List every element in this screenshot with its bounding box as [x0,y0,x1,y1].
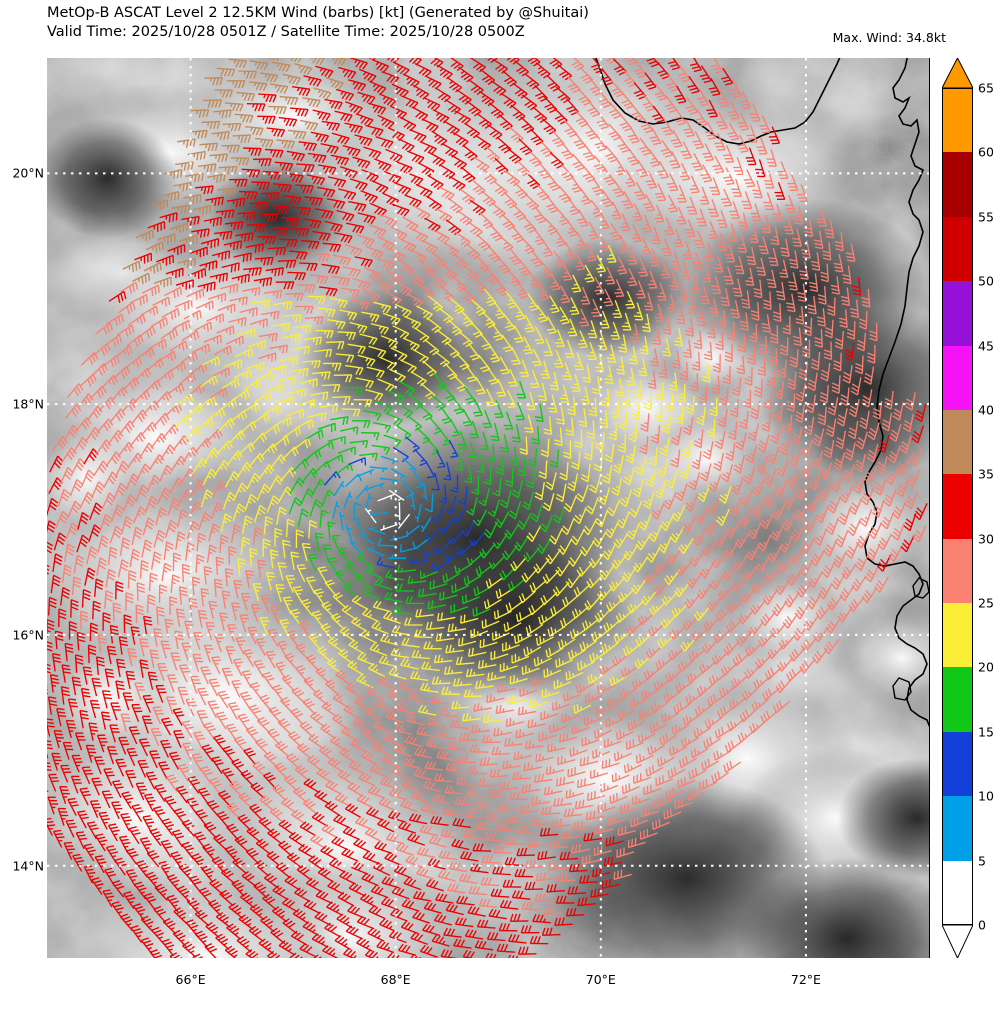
colorbar-tick-35: 35 [978,466,994,482]
colorbar-tick-30: 30 [978,531,994,547]
latitude-tick-2: 16°N [12,627,44,643]
title-line-2: Valid Time: 2025/10/28 0501Z / Satellite… [47,24,525,40]
map-svg [47,58,929,958]
colorbar-tick-40: 40 [978,402,994,418]
colorbar-tick-60: 60 [978,144,994,160]
colorbar-tick-0: 0 [978,917,986,933]
colorbar-band-55-60 [942,152,973,217]
longitude-tick-0: 66°E [175,972,206,987]
colorbar-tick-5: 5 [978,853,986,869]
colorbar-tick-50: 50 [978,273,994,289]
colorbar-band-30-35 [942,474,973,539]
colorbar-tick-20: 20 [978,659,994,675]
colorbar-band-10-15 [942,731,973,797]
colorbar-band-60-65 [942,88,973,153]
latitude-tick-0: 20°N [12,165,44,181]
colorbar-band-35-40 [942,409,973,475]
colorbar-tick-55: 55 [978,209,994,225]
colorbar-band-45-50 [942,281,973,346]
longitude-tick-3: 72°E [790,972,821,987]
colorbar-band-40-45 [942,345,973,410]
colorbar-tick-15: 15 [978,724,994,740]
colorbar-band-5-10 [942,796,973,861]
colorbar-band-0-5 [942,860,973,925]
latitude-tick-1: 18°N [12,396,44,412]
title-line-1: MetOp-B ASCAT Level 2 12.5KM Wind (barbs… [47,5,589,21]
colorbar-tick-10: 10 [978,788,994,804]
colorbar-band-20-25 [942,603,973,668]
colorbar-tick-45: 45 [978,338,994,354]
colorbar-tick-65: 65 [978,80,994,96]
colorbar-outline [942,88,973,925]
wind-speed-colorbar: 0 5 10 15 20 25 30 35 40 45 50 55 60 65 [942,58,994,958]
longitude-tick-2: 70°E [585,972,616,987]
colorbar-band-50-55 [942,216,973,282]
colorbar-band-15-20 [942,667,973,732]
colorbar-band-25-30 [942,538,973,604]
colorbar-tick-25: 25 [978,595,994,611]
plot-title: MetOp-B ASCAT Level 2 12.5KM Wind (barbs… [47,4,589,42]
map-canvas [47,58,930,958]
max-wind-annotation: Max. Wind: 34.8kt [832,30,946,45]
longitude-tick-1: 68°E [380,972,411,987]
latitude-tick-3: 14°N [12,858,44,874]
